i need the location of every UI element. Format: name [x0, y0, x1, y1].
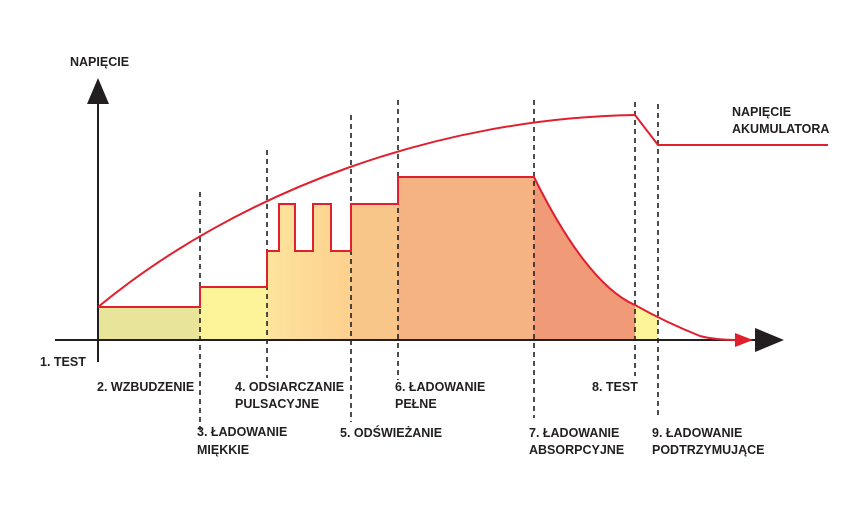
- stage-label-2: 2. WZBUDZENIE: [97, 380, 194, 394]
- stage-9-fill: [635, 305, 658, 340]
- current-arrow-icon: [735, 333, 753, 347]
- stage-label-9: 9. ŁADOWANIE: [652, 426, 742, 440]
- stage-label-6: 6. ŁADOWANIE: [395, 380, 485, 394]
- curve-label: AKUMULATORA: [732, 122, 829, 136]
- current-curve: [98, 176, 739, 341]
- stage-label-4: PULSACYJNE: [235, 397, 319, 411]
- stage-5-fill: [351, 204, 398, 340]
- stage-label-3: MIĘKKIE: [197, 443, 249, 457]
- y-axis-label: NAPIĘCIE: [70, 55, 129, 69]
- stage-label-7: ABSORPCYJNE: [529, 443, 624, 457]
- stage-label-9: PODTRZYMUJĄCE: [652, 443, 765, 457]
- y-axis-arrow-icon: [87, 78, 109, 104]
- stage-label-4: 4. ODSIARCZANIE: [235, 380, 344, 394]
- stage-label-5: 5. ODŚWIEŻANIE: [340, 425, 442, 440]
- stage-label-7: 7. ŁADOWANIE: [529, 426, 619, 440]
- battery-voltage-curve: [97, 113, 828, 308]
- curve-label: NAPIĘCIE: [732, 105, 791, 119]
- x-axis-arrow-icon: [755, 328, 784, 352]
- stage-label-1: 1. TEST: [40, 355, 86, 369]
- stage-label-6: PEŁNE: [395, 397, 437, 411]
- stage-3-fill: [200, 287, 267, 340]
- stage-6-fill: [398, 177, 534, 340]
- stage-label-3: 3. ŁADOWANIE: [197, 425, 287, 439]
- stage-7-fill: [534, 177, 635, 340]
- stage-label-8: 8. TEST: [592, 380, 638, 394]
- stage-2-fill: [98, 307, 200, 340]
